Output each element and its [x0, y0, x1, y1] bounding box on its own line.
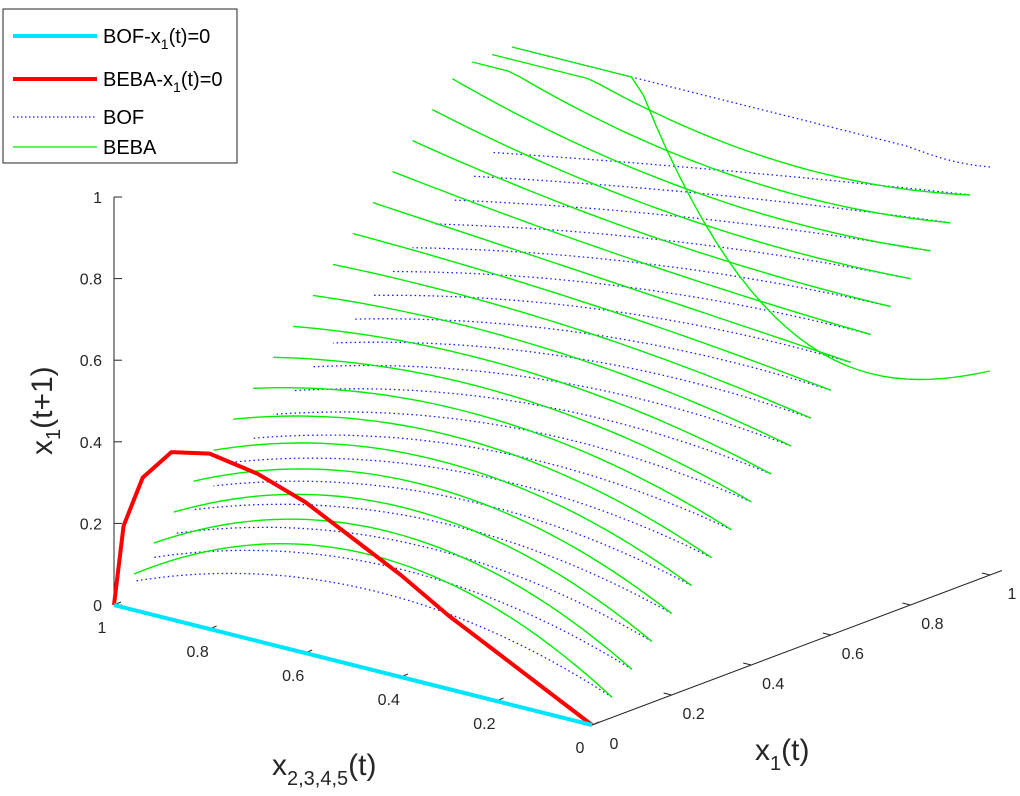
beba-x1-zero-line: [112, 450, 594, 727]
x1-tick-label: 0.2: [682, 706, 704, 723]
beba-curve: [293, 325, 772, 475]
beba-curve: [273, 356, 752, 503]
bof-curve: [133, 572, 613, 698]
x1-axis-line: [591, 570, 1003, 726]
beba-curve: [133, 542, 613, 698]
beba-curve: [412, 139, 891, 308]
bof-curve: [153, 549, 633, 670]
x1-tick-label: 0.6: [842, 646, 864, 663]
z-tick-label: 1: [93, 190, 102, 207]
legend: BOF-x1(t)=0 BEBA-x1(t)=0 BOF BEBA: [2, 8, 238, 164]
beba-curve: [153, 518, 633, 670]
beba-curve: [213, 442, 692, 587]
bof-curve: [412, 247, 891, 308]
x2345-tick-label: 0.6: [282, 668, 304, 685]
x2345-tick-label: 0.2: [473, 716, 495, 733]
beba-curve: [451, 78, 931, 252]
bof-curve: [332, 341, 812, 419]
bof-curve: [372, 294, 851, 363]
x1-tick-label: 0.4: [762, 676, 784, 693]
tick-labels: 0 0.2 0.4 0.6 0.8 1 0 0.2 0.4 0.6 0.8 1 0 0.2 0.4 0.6 0.…: [80, 190, 1017, 757]
axes-layer: [113, 196, 1003, 726]
beba-curve: [253, 387, 732, 531]
x1-tick-mark: [743, 662, 752, 666]
legend-label-bof-x1-zero: BOF-x1(t)=0: [103, 26, 210, 52]
x2345-tick-label: 1: [98, 620, 107, 637]
beba-curves: [133, 46, 991, 698]
legend-label-beba-x1-zero: BEBA-x1(t)=0: [103, 69, 223, 95]
beba-x1-zero-curve: [112, 450, 594, 727]
legend-label-bof: BOF: [103, 107, 144, 129]
bof-curve: [452, 199, 931, 252]
legend-label-beba: BEBA: [103, 137, 157, 159]
x1-tick-mark: [902, 602, 911, 606]
bof-curve: [193, 503, 672, 614]
bof-curve: [352, 318, 831, 391]
beba-curve: [352, 232, 832, 391]
z-tick-label: 0.4: [80, 435, 102, 452]
bof-curve: [432, 223, 911, 280]
bof-curve: [472, 175, 951, 224]
beba-curve: [432, 108, 911, 280]
beba-curve: [472, 61, 951, 224]
bof-curve: [312, 364, 792, 447]
bof-x1-zero-curve: [113, 603, 593, 727]
z-axis-label: x1(t+1): [26, 366, 65, 455]
z-tick-label: 0.6: [80, 353, 102, 370]
x1-tick-label: 0: [610, 736, 619, 753]
x2345-axis-label: x2,3,4,5(t): [272, 749, 377, 790]
x1-tick-label: 0.8: [921, 616, 943, 633]
bof-x1-zero-line: [113, 603, 593, 727]
bof-curve: [392, 270, 871, 336]
beba-curve: [193, 468, 673, 614]
bof-curve: [213, 480, 692, 587]
beba-curve: [173, 493, 653, 642]
x1-tick-mark: [663, 692, 672, 696]
x2345-tick-mark: [591, 721, 600, 726]
x1-tick-mark: [981, 572, 991, 576]
bof-curves: [133, 46, 991, 698]
x2345-tick-label: 0.8: [186, 644, 208, 661]
beba-curve: [392, 170, 871, 336]
z-tick-label: 0.2: [80, 516, 102, 533]
beba-curve: [372, 201, 851, 363]
bof-curve: [253, 434, 732, 531]
bof-curve: [173, 526, 653, 642]
beba-curve: [491, 53, 971, 196]
bof-curve: [233, 457, 712, 559]
bof-curve: [293, 388, 772, 475]
z-tick-label: 0.8: [80, 272, 102, 289]
x2345-tick-label: 0: [576, 740, 585, 757]
z-tick-label: 0: [93, 598, 102, 615]
x1-tick-label: 1: [1008, 586, 1017, 603]
x1-axis-label: x1(t): [755, 734, 809, 775]
beba-curve: [312, 294, 792, 447]
beba-curve: [233, 415, 712, 559]
beba-curve: [511, 46, 991, 381]
bof-curve: [273, 411, 752, 503]
beba-curve: [332, 263, 812, 419]
x1-tick-mark: [822, 632, 831, 636]
x2345-tick-label: 0.4: [378, 692, 400, 709]
